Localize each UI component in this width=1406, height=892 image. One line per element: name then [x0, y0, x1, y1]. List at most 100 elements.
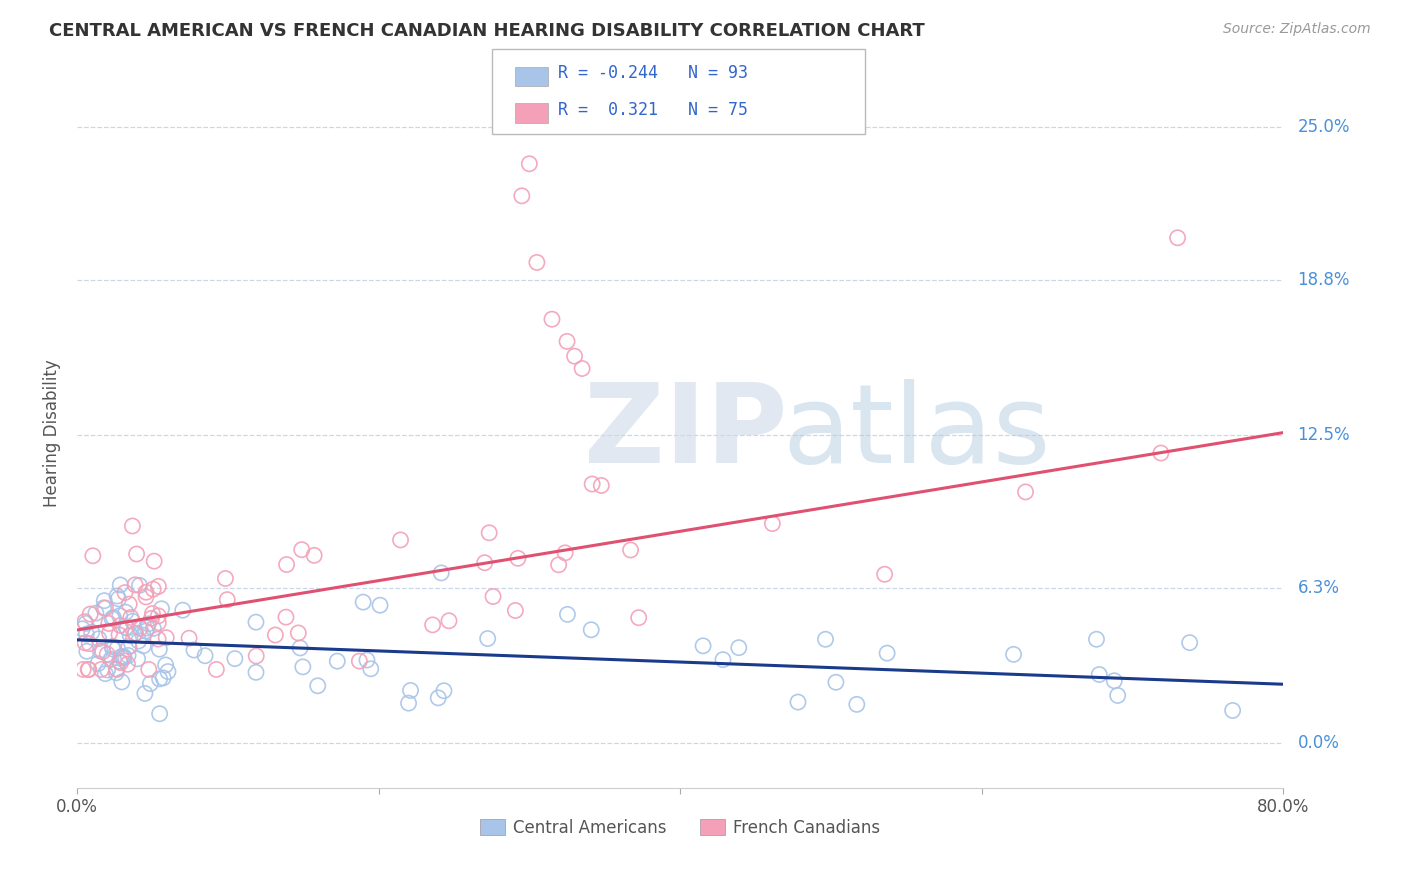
Point [79, 607, 101, 621]
Text: 0.0%: 0.0% [1298, 734, 1340, 753]
Point [1150, 446, 1173, 460]
Point [98, 626, 121, 640]
Point [398, 696, 420, 710]
Point [506, 551, 529, 566]
Point [291, 660, 314, 674]
Point [288, 640, 311, 655]
Point [1002, 648, 1025, 662]
Point [77, 637, 100, 651]
Point [72, 662, 94, 676]
Point [510, 189, 533, 203]
Point [124, 578, 146, 592]
Point [115, 621, 138, 635]
Point [105, 665, 128, 680]
Point [136, 621, 159, 635]
Point [124, 626, 146, 640]
Point [245, 615, 267, 629]
Text: 25.0%: 25.0% [1298, 118, 1350, 136]
Point [111, 675, 134, 690]
Point [76, 644, 98, 658]
Point [117, 657, 139, 672]
Point [307, 679, 329, 693]
Point [217, 592, 239, 607]
Point [245, 648, 267, 663]
Point [114, 585, 136, 599]
Point [127, 652, 149, 666]
Point [93, 600, 115, 615]
Point [581, 477, 603, 491]
Point [761, 516, 783, 531]
Point [825, 675, 848, 690]
Point [360, 662, 382, 676]
Point [111, 650, 134, 665]
Point [91, 644, 114, 658]
Point [120, 628, 142, 642]
Point [557, 607, 579, 622]
Point [128, 634, 150, 648]
Point [571, 361, 593, 376]
Point [87, 632, 110, 646]
Point [132, 639, 155, 653]
Point [103, 610, 125, 624]
Point [1222, 703, 1244, 717]
Point [1178, 635, 1201, 649]
Point [787, 695, 810, 709]
Point [177, 631, 200, 645]
Point [135, 590, 157, 604]
Point [105, 589, 128, 603]
Point [105, 662, 128, 676]
Text: 12.5%: 12.5% [1298, 426, 1350, 444]
Point [554, 546, 576, 560]
Point [437, 614, 460, 628]
Point [107, 591, 129, 606]
Y-axis label: Hearing Disability: Hearing Disability [44, 359, 60, 507]
Point [1088, 667, 1111, 681]
Point [77, 662, 100, 676]
Point [149, 672, 172, 686]
Point [430, 566, 453, 580]
Point [101, 642, 124, 657]
Point [517, 157, 540, 171]
Text: R =  0.321   N = 75: R = 0.321 N = 75 [558, 101, 748, 119]
Point [356, 653, 378, 667]
Point [224, 651, 246, 665]
Point [873, 567, 896, 582]
Point [93, 593, 115, 607]
Point [105, 641, 128, 656]
Point [302, 549, 325, 563]
Point [141, 607, 163, 621]
Point [75, 627, 97, 641]
Point [245, 665, 267, 680]
Text: Source: ZipAtlas.com: Source: ZipAtlas.com [1223, 22, 1371, 37]
Point [110, 649, 132, 664]
Point [80, 625, 103, 640]
Point [505, 603, 527, 617]
Point [619, 543, 641, 558]
Point [541, 312, 564, 326]
Point [134, 686, 156, 700]
Point [72, 622, 94, 636]
Point [75, 636, 97, 650]
Point [156, 665, 179, 679]
Text: 18.8%: 18.8% [1298, 270, 1350, 289]
Point [94, 601, 117, 615]
Point [118, 597, 141, 611]
Point [579, 623, 602, 637]
Point [101, 640, 124, 654]
Point [264, 628, 287, 642]
Point [352, 595, 374, 609]
Point [276, 558, 298, 572]
Point [148, 615, 170, 630]
Point [474, 556, 496, 570]
Point [114, 605, 136, 619]
Point [112, 649, 135, 664]
Point [183, 643, 205, 657]
Text: R = -0.244   N = 93: R = -0.244 N = 93 [558, 64, 748, 82]
Point [136, 616, 159, 631]
Point [135, 585, 157, 599]
Point [389, 533, 412, 547]
Point [368, 598, 391, 612]
Point [477, 632, 499, 646]
Point [75, 616, 97, 631]
Point [138, 662, 160, 676]
